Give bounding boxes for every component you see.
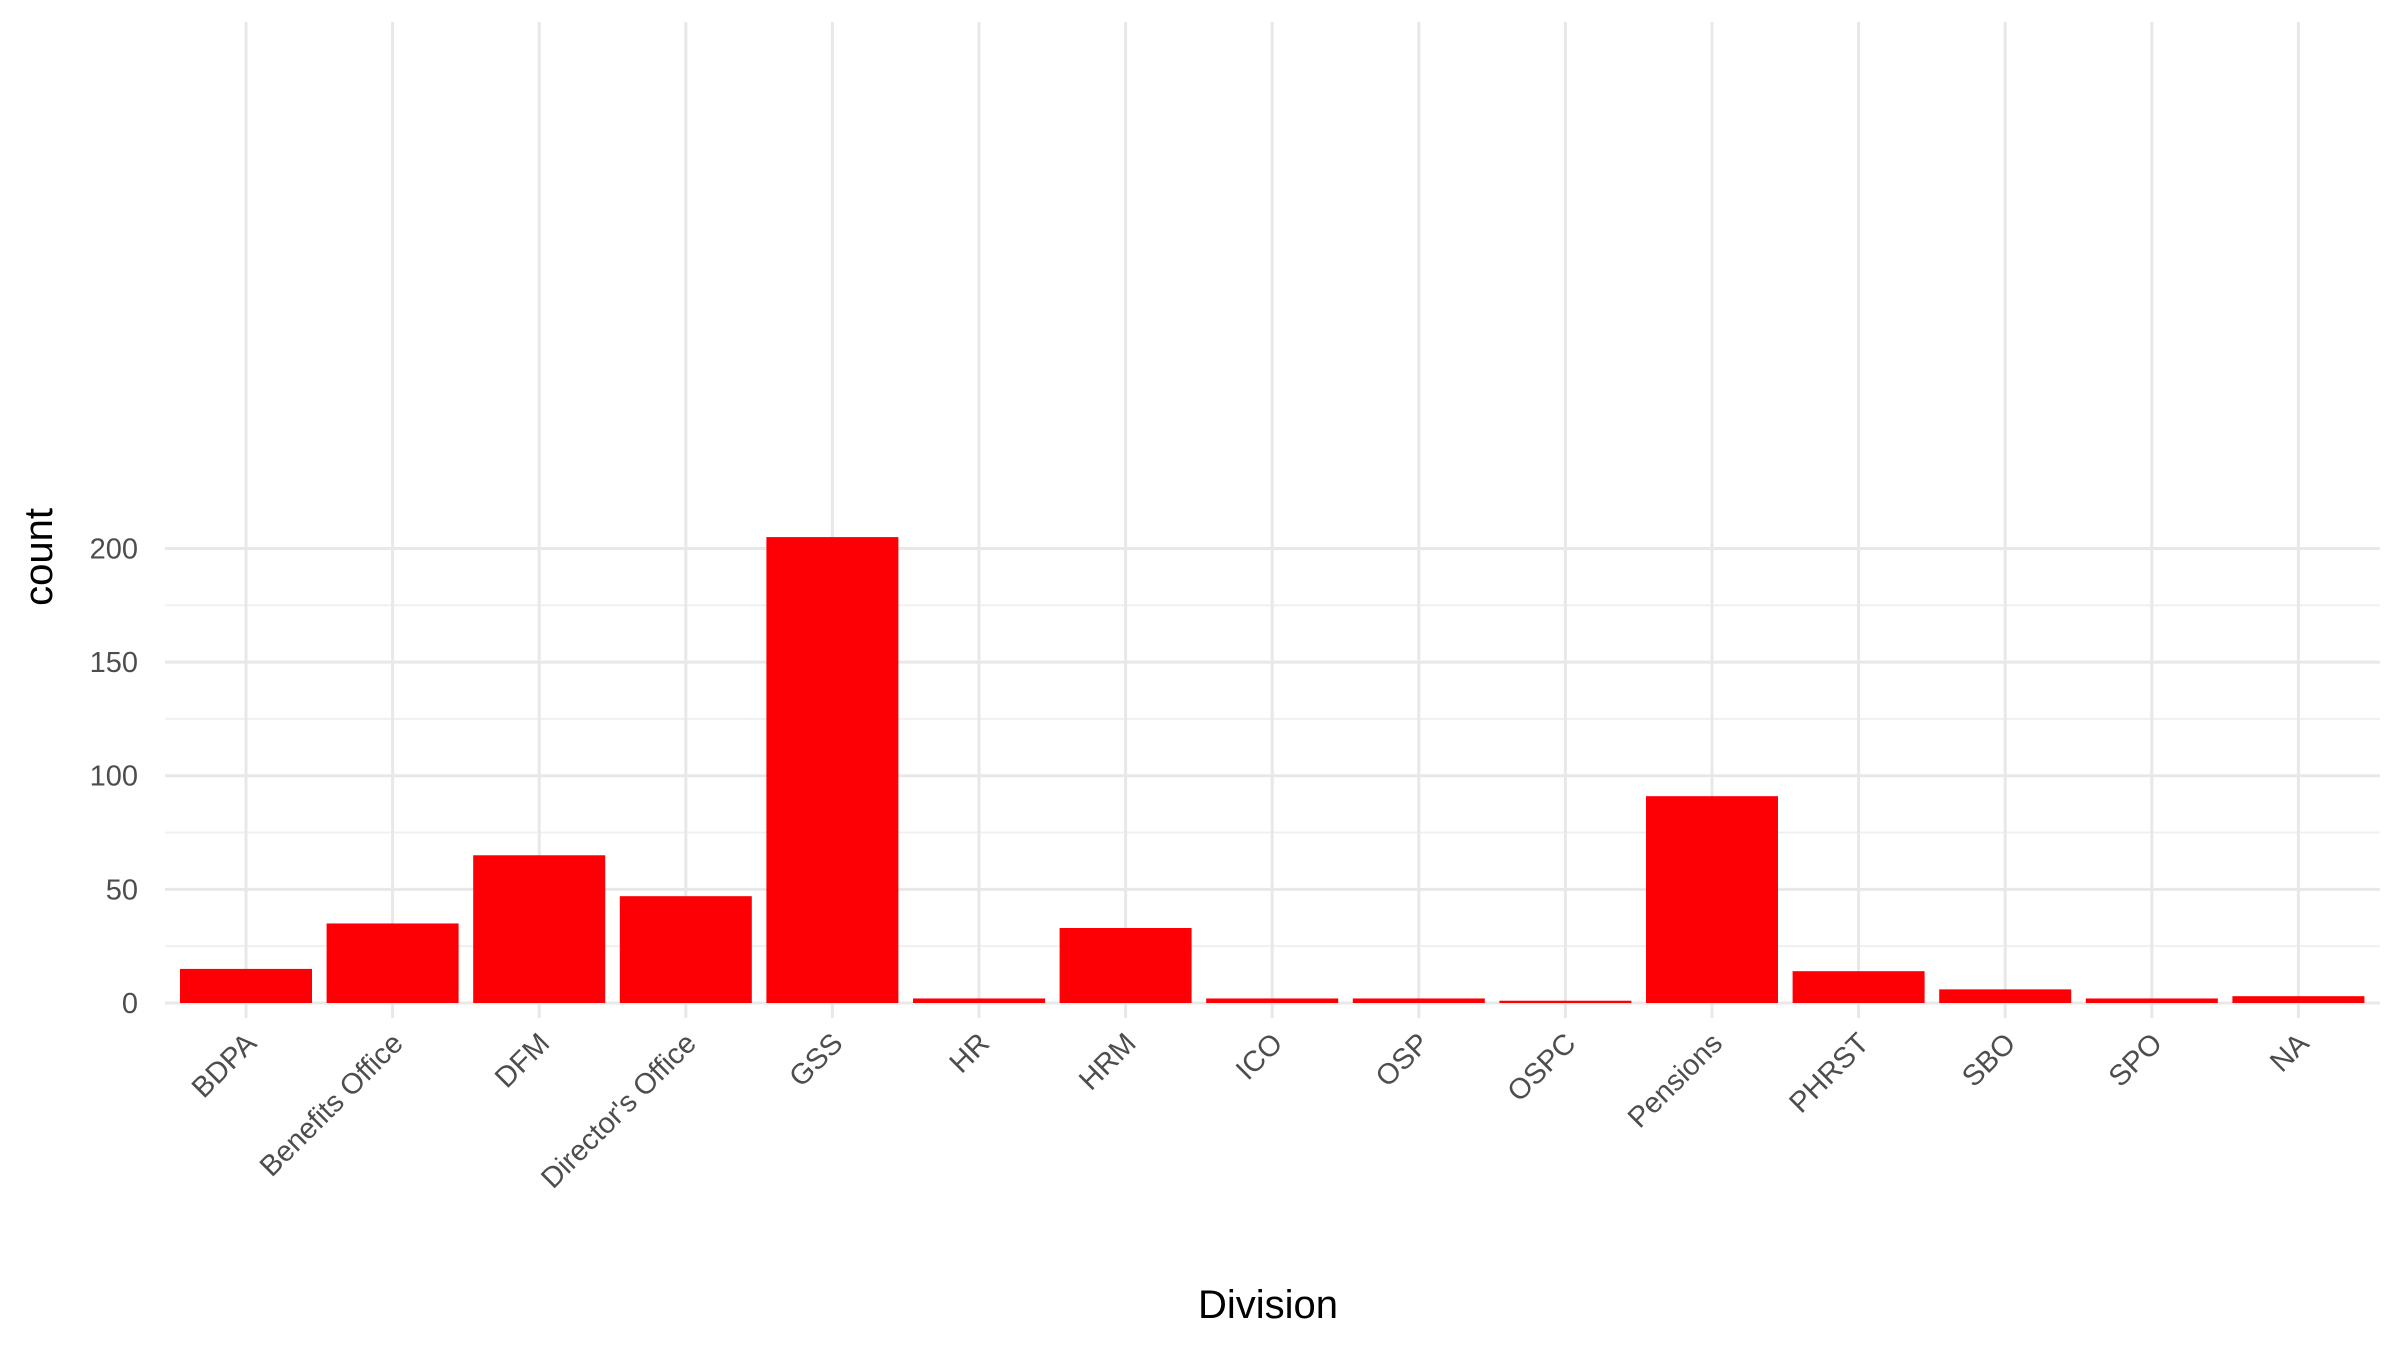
x-tick-label: SBO xyxy=(1956,1027,2022,1093)
x-tick-label: Pensions xyxy=(1622,1027,1729,1134)
y-tick-label: 100 xyxy=(90,761,138,793)
bar xyxy=(1792,971,1925,1003)
bar xyxy=(1939,989,2072,1003)
x-axis-title: Division xyxy=(1198,1283,1338,1327)
bar xyxy=(1499,1000,1632,1003)
y-tick-label: 0 xyxy=(122,988,138,1020)
bar xyxy=(326,923,459,1003)
bars-layer xyxy=(180,537,2365,1003)
x-tick-label: PHRST xyxy=(1783,1027,1875,1119)
x-tick-label: OSP xyxy=(1370,1027,1436,1093)
bar xyxy=(1059,928,1192,1003)
y-tick-label: 50 xyxy=(106,874,138,906)
bar xyxy=(2232,996,2365,1003)
bar xyxy=(766,537,899,1003)
x-tick-label: Director's Office xyxy=(535,1027,702,1194)
x-tick-label: NA xyxy=(2264,1027,2316,1079)
x-tick-label: GSS xyxy=(783,1027,849,1093)
y-axis-title: count xyxy=(17,508,61,606)
bar xyxy=(2085,998,2218,1003)
x-tick-label: SPO xyxy=(2103,1027,2169,1093)
y-tick-label: 150 xyxy=(90,647,138,679)
x-tick-label: OSPC xyxy=(1502,1027,1583,1108)
bar xyxy=(1352,998,1485,1003)
x-tick-label: BDPA xyxy=(186,1027,263,1104)
x-tick-label: DFM xyxy=(489,1027,556,1094)
x-tick-label: HR xyxy=(944,1027,996,1079)
bar xyxy=(473,855,606,1003)
bar xyxy=(619,896,752,1003)
y-tick-label: 200 xyxy=(90,533,138,565)
x-tick-label: ICO xyxy=(1230,1027,1289,1086)
x-tick-label: Benefits Office xyxy=(254,1027,410,1183)
x-tick-label: HRM xyxy=(1073,1027,1142,1096)
bar xyxy=(1646,796,1778,1003)
bar xyxy=(180,968,312,1003)
y-tick-labels: 0 50 100 150 200 xyxy=(90,533,138,1020)
bar xyxy=(1206,998,1339,1003)
bar xyxy=(913,998,1045,1003)
